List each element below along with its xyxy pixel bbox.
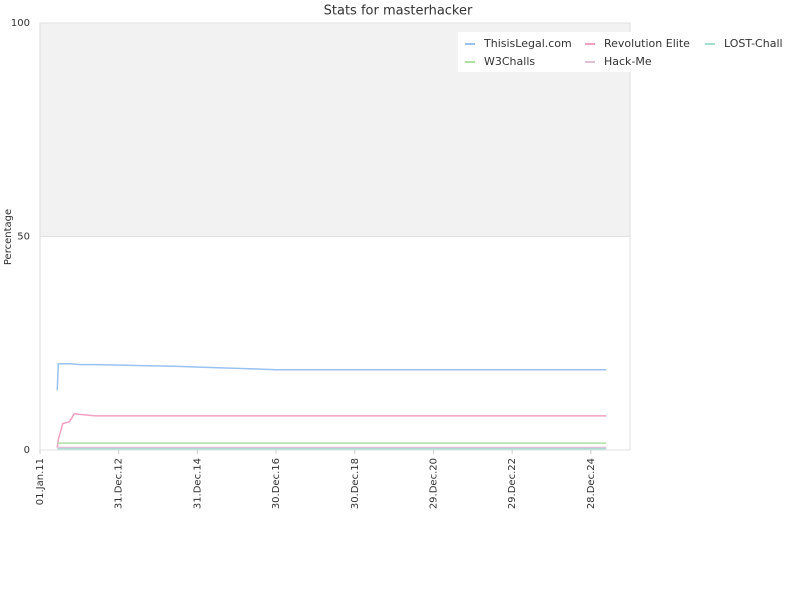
legend: ThisisLegal.com Revolution Elite LOST-Chal…	[458, 32, 800, 72]
y-tick-label: 50	[17, 232, 30, 243]
x-tick-label: 30.Dec.16	[271, 458, 282, 509]
x-tick-label: 31.Dec.12	[114, 458, 125, 509]
y-axis-label: Percentage	[3, 209, 14, 265]
series-line	[56, 362, 607, 391]
x-tick-label: 31.Dec.14	[192, 458, 203, 509]
legend-label: LOST-Chall	[724, 37, 783, 50]
y-tick-label: 0	[24, 445, 30, 456]
x-tick-label: 30.Dec.18	[350, 458, 361, 509]
series-line	[56, 412, 607, 448]
x-tick-label: 28.Dec.24	[586, 458, 597, 509]
x-tick-label: 29.Dec.20	[428, 458, 439, 509]
legend-box	[458, 32, 800, 72]
chart-title: Stats for masterhacker	[324, 4, 473, 19]
x-tick-label: 01.Jan.11	[35, 458, 46, 505]
x-tick-label: 29.Dec.22	[507, 458, 518, 509]
legend-label: Hack-Me	[604, 55, 652, 68]
y-tick-label: 100	[11, 18, 30, 29]
legend-label: ThisisLegal.com	[483, 37, 572, 50]
legend-label: Revolution Elite	[604, 37, 690, 50]
legend-label: W3Challs	[484, 55, 535, 68]
